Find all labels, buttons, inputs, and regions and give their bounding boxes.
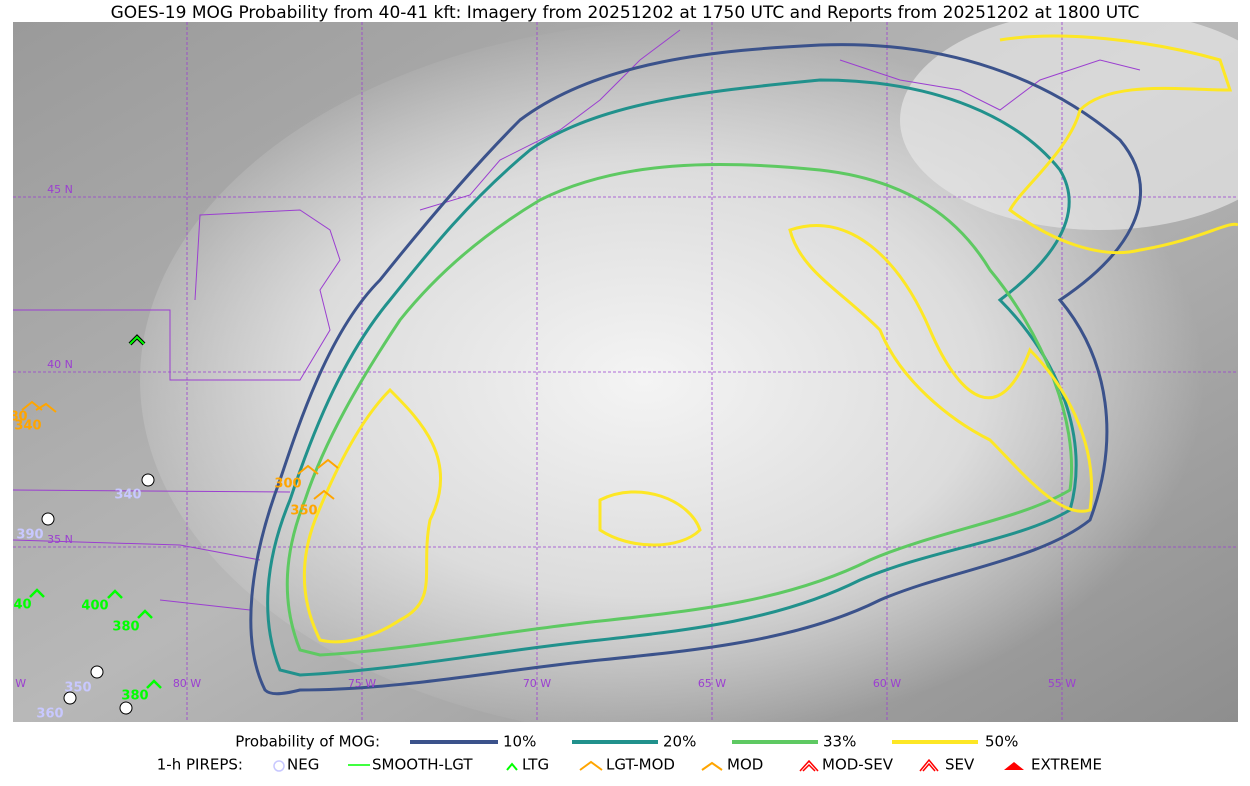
legend-icon (799, 759, 819, 772)
contour-10 (249, 43, 1142, 696)
graticule (13, 22, 1238, 722)
lon-label: 60 W (873, 677, 901, 690)
legend-icon (701, 761, 723, 771)
lat-label: 40 N (47, 358, 73, 371)
legend-icon (273, 760, 285, 772)
lon-label: 85 W (0, 677, 26, 690)
pirep-altitude: 400 (81, 599, 108, 614)
pirep-symbols (21, 334, 339, 715)
lon-label: 65 W (698, 677, 726, 690)
legend-label: 20% (663, 733, 696, 751)
legend-title: Probability of MOG: (235, 733, 380, 751)
legend: Probability of MOG: 10% 20% 33% 50% 1-h … (157, 733, 1102, 774)
legend-label: SEV (945, 756, 975, 774)
legend-icon (506, 762, 518, 771)
pirep-altitude: 380 (112, 620, 139, 635)
lat-label: 45 N (47, 183, 73, 196)
borders (13, 29, 1141, 611)
legend-label: LGT-MOD (606, 756, 675, 774)
legend-label: 10% (503, 733, 536, 751)
legend-label: 33% (823, 733, 856, 751)
lon-label: 55 W (1048, 677, 1076, 690)
contour-50 (999, 34, 1238, 255)
contour-20 (266, 78, 1078, 677)
pirep-altitude: 300 (274, 477, 301, 492)
lon-label: 70 W (523, 677, 551, 690)
legend-title: 1-h PIREPS: (157, 756, 243, 774)
title: GOES-19 MOG Probability from 40-41 kft: … (111, 3, 1140, 23)
legend-label: LTG (522, 756, 549, 774)
legend-label: SMOOTH-LGT (372, 756, 473, 774)
pirep-altitude: 380 (121, 689, 148, 704)
legend-label: NEG (287, 756, 319, 774)
pirep-altitude: 350 (290, 504, 317, 519)
pirep-altitude: 340 (4, 598, 31, 613)
contour-50 (598, 490, 702, 547)
pirep-altitude: 340 (114, 488, 141, 503)
contour-33 (285, 162, 1073, 657)
cloud-field (900, 22, 1238, 230)
probability-contours (249, 34, 1238, 696)
pirep-altitude: 350 (64, 681, 91, 696)
legend-label: 50% (985, 733, 1018, 751)
lon-label: 75 W (348, 677, 376, 690)
pirep-altitude: 390 (16, 528, 43, 543)
map: 45 N 40 N 35 N 85 W 80 W 75 W 70 W 65 W … (0, 22, 1238, 722)
legend-label: EXTREME (1031, 756, 1102, 774)
legend-icon (919, 758, 939, 772)
contour-50 (788, 224, 1093, 513)
lon-label: 80 W (173, 677, 201, 690)
pirep-altitude: 340 (14, 419, 41, 434)
lat-label: 35 N (47, 533, 73, 546)
legend-label: MOD-SEV (822, 756, 894, 774)
pirep-altitude: 360 (36, 707, 63, 722)
legend-icon (579, 760, 603, 771)
contour-50 (302, 387, 443, 644)
legend-label: MOD (727, 756, 763, 774)
legend-icon (1004, 762, 1024, 770)
pirep-altitude: 380 (0, 410, 27, 425)
